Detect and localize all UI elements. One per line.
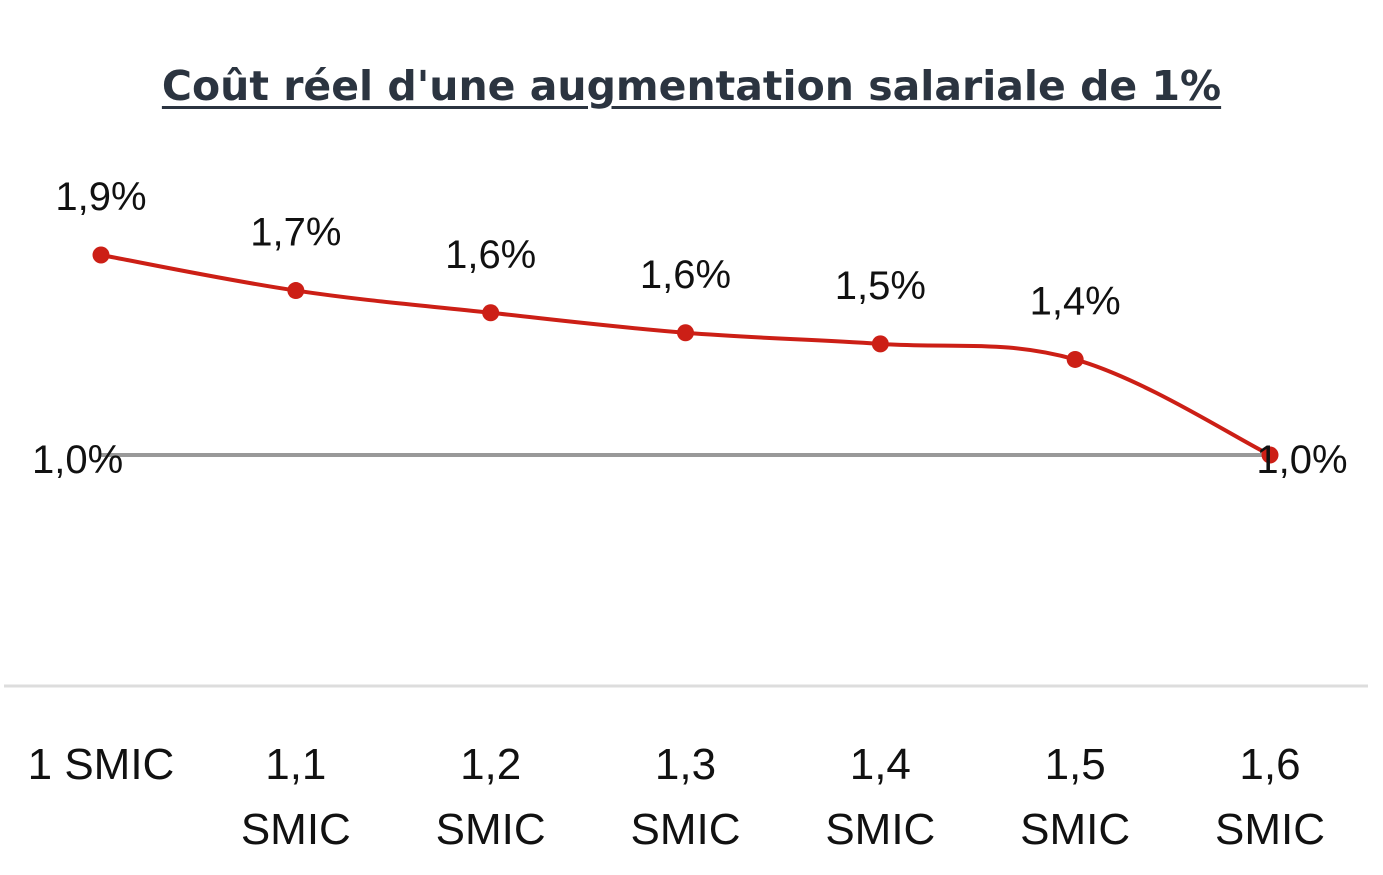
tick-label-group: 1 SMIC 1,1 SMIC 1,2 SMIC 1,3 SMIC 1,4 SMIC 1,5 SMI… [28, 740, 1325, 854]
x-tick-label: 1,5 SMIC [1020, 740, 1130, 854]
series-group [92, 246, 1279, 464]
data-point [287, 282, 305, 300]
data-label: 1,6% [445, 233, 536, 277]
x-tick-label-line: 1,3 [655, 740, 716, 789]
x-tick-label-line: 1,4 [850, 740, 911, 789]
data-label: 1,6% [640, 253, 731, 297]
x-tick-label-line: 1,6 [1239, 740, 1300, 789]
x-tick-label-line: SMIC [1020, 805, 1130, 854]
data-label: 1,5% [835, 264, 926, 308]
chart-title: Coût réel d'une augmentation salariale d… [161, 62, 1222, 110]
x-tick-label-line: SMIC [825, 805, 935, 854]
data-point [1066, 350, 1084, 368]
x-tick-label-line: SMIC [241, 805, 351, 854]
data-point [92, 246, 110, 264]
data-label: 1,7% [250, 211, 341, 255]
x-tick-label-line: SMIC [436, 805, 546, 854]
data-label: 1,4% [1030, 279, 1121, 323]
data-label: 1,9% [55, 175, 146, 219]
data-point [1261, 446, 1279, 464]
x-tick-label-line: SMIC [631, 805, 741, 854]
data-label: 1,0% [1256, 438, 1347, 482]
data-point [871, 335, 889, 353]
x-tick-label: 1,1 SMIC [241, 740, 351, 854]
x-tick-label-line: 1,1 [265, 740, 326, 789]
x-tick-label-line: 1 SMIC [28, 740, 175, 789]
reference-line-label: 1,0% [32, 438, 123, 482]
data-point [677, 324, 694, 342]
reference-line-group: 1,0% [32, 438, 1270, 482]
x-tick-label: 1,2 SMIC [436, 740, 546, 854]
x-tick-label-line: 1,2 [460, 740, 521, 789]
x-tick-label-line: 1,5 [1045, 740, 1106, 789]
x-tick-label: 1,3 SMIC [631, 740, 741, 854]
x-tick-label: 1 SMIC [28, 740, 175, 789]
data-label-group: 1,9% 1,7% 1,6% 1,6% 1,5% 1,4% 1,0% [55, 175, 1347, 482]
data-point [482, 304, 500, 322]
x-tick-label: 1,6 SMIC [1215, 740, 1325, 854]
x-tick-label-line: SMIC [1215, 805, 1325, 854]
x-tick-label: 1,4 SMIC [825, 740, 935, 854]
